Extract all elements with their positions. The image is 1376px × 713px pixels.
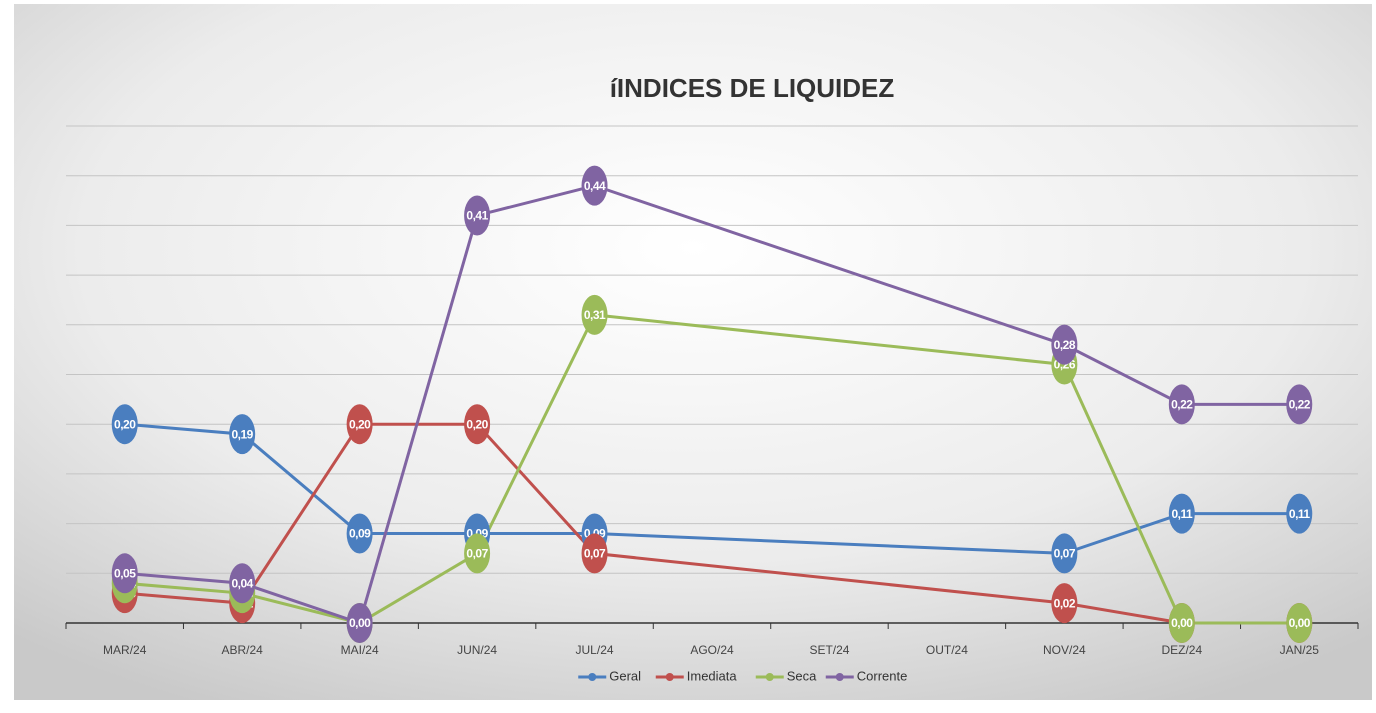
data-label: 0,20 <box>349 417 371 431</box>
data-marker <box>1168 493 1195 534</box>
data-marker <box>581 294 608 335</box>
series-line <box>124 422 1300 555</box>
data-marker <box>346 603 373 643</box>
data-marker <box>111 553 138 594</box>
chart-title: íINDICES DE LIQUIDEZ <box>610 73 895 103</box>
x-tick-label: ABR/24 <box>222 643 264 657</box>
data-label: 0,22 <box>1171 397 1193 411</box>
data-marker <box>111 404 138 445</box>
legend-marker <box>588 673 597 681</box>
data-label: 0,07 <box>466 547 488 561</box>
legend-label: Geral <box>609 668 641 683</box>
data-label: 0,07 <box>584 547 606 561</box>
data-marker <box>1286 603 1313 643</box>
data-label: 0,09 <box>349 527 371 541</box>
data-marker <box>1168 384 1195 425</box>
legend-label: Corrente <box>857 668 908 683</box>
x-tick-label: JUN/24 <box>457 643 497 657</box>
data-marker <box>581 533 608 574</box>
data-marker <box>464 195 491 236</box>
data-marker <box>1051 583 1078 624</box>
data-label: 0,28 <box>1054 338 1076 352</box>
data-marker <box>581 165 608 206</box>
legend-marker <box>665 673 674 681</box>
data-label: 0,00 <box>349 616 371 630</box>
data-marker <box>464 404 491 445</box>
data-marker <box>1168 603 1195 643</box>
series-line <box>124 184 1300 625</box>
data-marker <box>1286 384 1313 425</box>
legend-label: Imediata <box>687 668 738 683</box>
data-label: 0,04 <box>232 576 254 590</box>
data-marker <box>464 533 491 574</box>
data-label: 0,22 <box>1289 397 1311 411</box>
data-label: 0,20 <box>114 417 136 431</box>
data-marker <box>346 404 373 445</box>
x-tick-label: DEZ/24 <box>1161 643 1202 657</box>
x-tick-label: JUL/24 <box>576 643 614 657</box>
data-label: 0,02 <box>1054 596 1076 610</box>
legend-marker <box>835 673 844 681</box>
data-label: 0,00 <box>1289 616 1311 630</box>
data-marker <box>229 563 256 604</box>
x-tick-label: SET/24 <box>809 643 849 657</box>
x-tick-label: NOV/24 <box>1043 643 1086 657</box>
x-tick-label: JAN/25 <box>1280 643 1320 657</box>
data-label: 0,05 <box>114 566 136 580</box>
data-label: 0,00 <box>1171 616 1193 630</box>
legend-label: Seca <box>787 668 817 683</box>
data-label: 0,44 <box>584 179 606 193</box>
data-label: 0,07 <box>1054 547 1076 561</box>
data-label: 0,19 <box>232 427 254 441</box>
series-line <box>124 422 1300 625</box>
legend-marker <box>765 673 774 681</box>
data-label: 0,11 <box>1289 507 1311 521</box>
data-marker <box>346 513 373 554</box>
series-line <box>124 313 1300 625</box>
data-label: 0,41 <box>466 209 488 223</box>
data-label: 0,31 <box>584 308 606 322</box>
x-tick-label: MAR/24 <box>103 643 147 657</box>
x-tick-label: OUT/24 <box>926 643 968 657</box>
data-marker <box>1051 533 1078 574</box>
data-marker <box>229 414 256 455</box>
x-tick-label: MAI/24 <box>341 643 379 657</box>
data-marker <box>1051 324 1078 365</box>
x-tick-label: AGO/24 <box>690 643 734 657</box>
data-label: 0,20 <box>466 417 488 431</box>
data-marker <box>1286 493 1313 534</box>
data-label: 0,11 <box>1171 507 1193 521</box>
